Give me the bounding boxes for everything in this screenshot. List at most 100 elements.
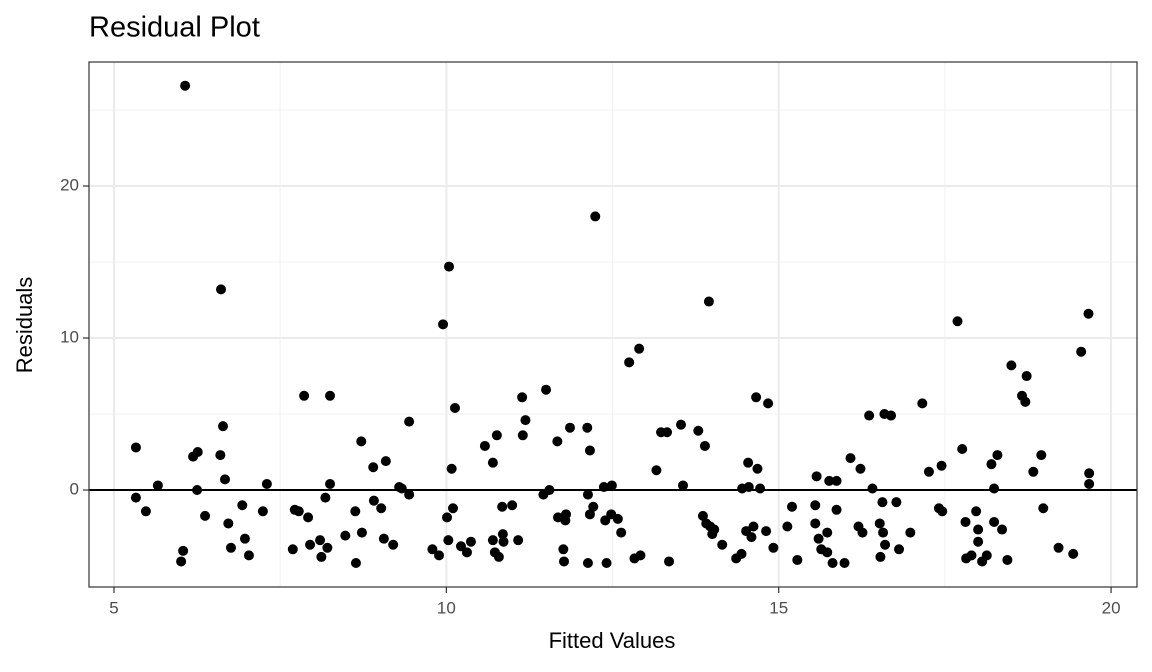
point xyxy=(782,521,793,532)
point xyxy=(717,539,728,550)
point xyxy=(598,481,609,492)
point xyxy=(664,556,675,567)
point xyxy=(748,521,759,532)
point xyxy=(388,539,399,550)
point xyxy=(699,440,710,451)
point xyxy=(677,480,688,491)
point xyxy=(303,512,314,523)
point xyxy=(768,542,779,553)
point xyxy=(491,430,502,441)
point xyxy=(200,510,211,521)
point xyxy=(517,430,528,441)
point xyxy=(507,500,518,511)
point xyxy=(444,261,455,272)
point xyxy=(130,492,141,503)
point xyxy=(992,450,1003,461)
point xyxy=(1053,542,1064,553)
point xyxy=(427,544,438,555)
point xyxy=(404,489,415,500)
point xyxy=(827,557,838,568)
point xyxy=(845,453,856,464)
point xyxy=(552,436,563,447)
point xyxy=(1038,503,1049,514)
point xyxy=(736,548,747,559)
point xyxy=(404,416,415,427)
point xyxy=(487,535,498,546)
point xyxy=(923,466,934,477)
point xyxy=(320,492,331,503)
point xyxy=(299,390,310,401)
point xyxy=(498,536,509,547)
point xyxy=(449,402,460,413)
point xyxy=(497,501,508,512)
point xyxy=(239,533,250,544)
point xyxy=(325,478,336,489)
point xyxy=(356,436,367,447)
point xyxy=(997,524,1008,535)
point xyxy=(937,506,948,517)
point xyxy=(584,445,595,456)
point xyxy=(243,550,254,561)
point xyxy=(875,551,886,562)
point xyxy=(558,544,569,555)
point xyxy=(957,443,968,454)
point xyxy=(831,475,842,486)
x-tick-label: 20 xyxy=(1102,598,1121,617)
point xyxy=(612,513,623,524)
x-tick-label: 5 xyxy=(109,598,118,617)
point xyxy=(315,535,326,546)
point xyxy=(761,526,772,537)
point xyxy=(1083,308,1094,319)
point xyxy=(130,442,141,453)
point xyxy=(446,463,457,474)
point xyxy=(178,545,189,556)
point xyxy=(822,547,833,558)
point xyxy=(1006,360,1017,371)
point xyxy=(561,509,572,520)
point xyxy=(559,556,570,567)
point xyxy=(1028,466,1039,477)
point xyxy=(316,551,327,562)
point xyxy=(822,527,833,538)
point xyxy=(864,410,875,421)
y-axis-title: Residuals xyxy=(12,277,37,374)
point xyxy=(973,536,984,547)
point xyxy=(237,500,248,511)
point xyxy=(877,497,888,508)
point xyxy=(380,456,391,467)
point xyxy=(917,398,928,409)
point xyxy=(582,557,593,568)
y-tick-label: 0 xyxy=(70,480,79,499)
point xyxy=(1084,478,1095,489)
point xyxy=(376,503,387,514)
point xyxy=(176,556,187,567)
point xyxy=(966,550,977,561)
point xyxy=(743,481,754,492)
point xyxy=(624,357,635,368)
point xyxy=(787,501,798,512)
point xyxy=(305,539,316,550)
point xyxy=(755,483,766,494)
point xyxy=(192,485,203,496)
point xyxy=(743,457,754,468)
point xyxy=(465,536,476,547)
point xyxy=(497,529,508,540)
point xyxy=(936,460,947,471)
point xyxy=(517,392,528,403)
point xyxy=(257,506,268,517)
point xyxy=(192,447,203,458)
point xyxy=(855,463,866,474)
point xyxy=(905,527,916,538)
point xyxy=(180,80,191,91)
point xyxy=(878,527,889,538)
point xyxy=(697,510,708,521)
point xyxy=(493,551,504,562)
point xyxy=(857,527,868,538)
point xyxy=(981,550,992,561)
point xyxy=(880,539,891,550)
point xyxy=(1076,346,1087,357)
point xyxy=(216,284,227,295)
point xyxy=(378,533,389,544)
point xyxy=(438,319,449,330)
